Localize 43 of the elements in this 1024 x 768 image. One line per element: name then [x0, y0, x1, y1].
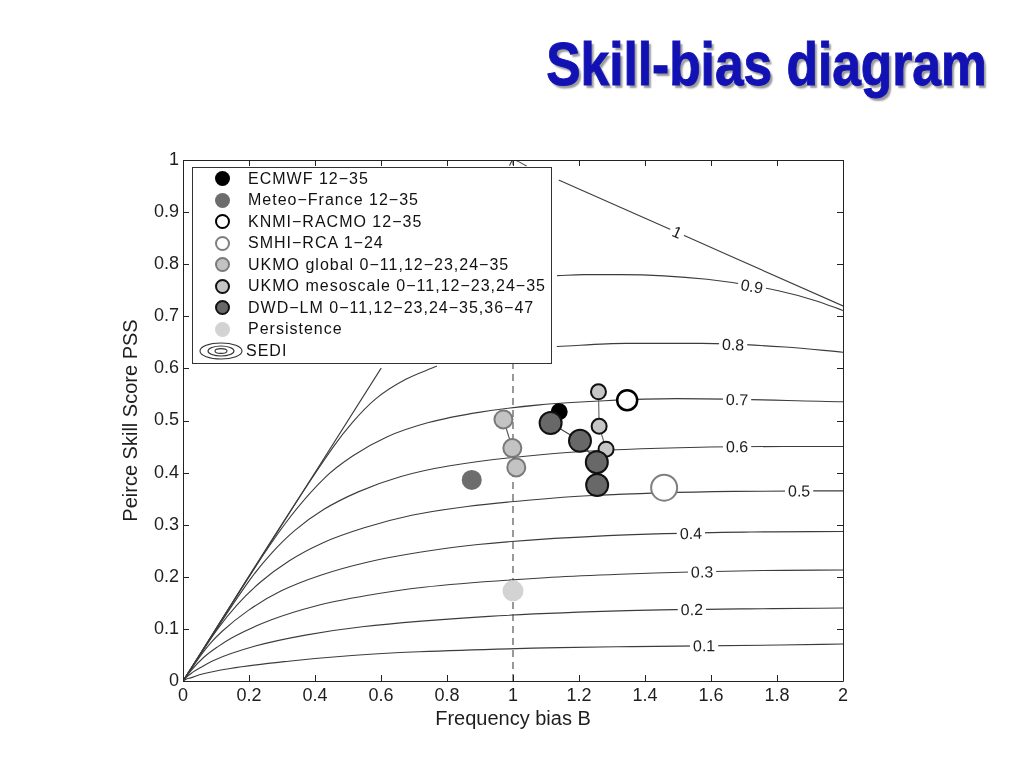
- x-tick-label: 2: [837, 684, 849, 705]
- series-label: 0.1: [692, 637, 716, 655]
- legend-label: SMHI−RCA 1−24: [248, 234, 384, 253]
- legend-label: Meteo−France 12−35: [248, 191, 419, 210]
- x-tick-label: 0.8: [434, 684, 460, 705]
- y-tick-label: 0.9: [153, 201, 179, 222]
- y-tick-label: 0.4: [153, 461, 179, 482]
- y-tick-label: 0.3: [153, 513, 179, 534]
- legend-label: ECMWF 12−35: [248, 169, 369, 188]
- y-tick-label: 0.7: [153, 305, 179, 326]
- x-tick-label: 1.6: [698, 684, 724, 705]
- x-tick-label: 1.4: [632, 684, 658, 705]
- series-label: 0.2: [680, 600, 704, 619]
- x-tick-label: 0.6: [368, 684, 394, 705]
- annotation: SEDI: [246, 341, 288, 360]
- y-tick-label: 0.1: [153, 617, 179, 638]
- y-axis-title: Peirce Skill Score PSS: [118, 319, 141, 522]
- series-label: 0.7: [725, 390, 749, 409]
- x-tick-label: 1.8: [764, 684, 790, 705]
- chart-title: Skill-bias diagram: [546, 29, 987, 98]
- text: 0.9: [739, 276, 765, 297]
- x-axis-title: Frequency bias B: [435, 706, 591, 729]
- x-tick-label: 0.4: [302, 684, 328, 705]
- text: 1: [669, 222, 685, 242]
- series-label: 0.3: [690, 563, 714, 581]
- y-tick-label: 0.2: [153, 565, 179, 586]
- y-tick-label: 0.5: [153, 409, 179, 430]
- series-label: 0.6: [725, 438, 749, 456]
- x-tick-label: 0.2: [236, 684, 262, 705]
- y-tick-label: 0.6: [153, 357, 179, 378]
- series-label: 0.4: [679, 524, 703, 543]
- legend-label: KNMI−RACMO 12−35: [248, 212, 423, 231]
- legend-label: Persistence: [248, 320, 343, 339]
- series-label: 0.8: [721, 335, 745, 354]
- legend-label: DWD−LM 0−11,12−23,24−35,36−47: [248, 298, 535, 317]
- y-tick-label: 1: [168, 148, 179, 169]
- legend-label: UKMO global 0−11,12−23,24−35: [248, 255, 510, 274]
- x-tick-label: 1: [507, 684, 519, 705]
- x-tick-label: 1.2: [566, 684, 592, 705]
- series-label: 0.5: [787, 482, 811, 500]
- y-tick-label: 0: [168, 669, 179, 690]
- legend-label: UKMO mesoscale 0−11,12−23,24−35: [248, 277, 546, 296]
- y-tick-label: 0.8: [153, 253, 179, 274]
